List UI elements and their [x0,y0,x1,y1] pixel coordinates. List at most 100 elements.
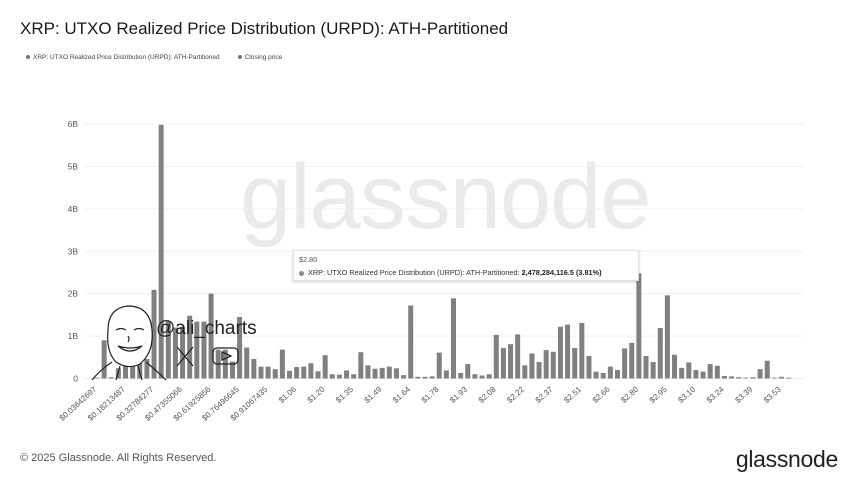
bar[interactable] [465,364,471,379]
bar[interactable] [172,327,178,379]
bar[interactable] [593,371,599,379]
bar[interactable] [736,377,742,379]
bar[interactable] [301,366,307,379]
bar[interactable] [351,374,357,379]
bar[interactable] [101,340,107,379]
bar[interactable] [294,367,300,379]
bar[interactable] [607,366,613,379]
bar[interactable] [222,349,228,379]
bar[interactable] [115,368,121,379]
bar[interactable] [664,295,670,379]
bar[interactable] [657,328,663,379]
bar[interactable] [408,305,414,379]
bar[interactable] [550,351,556,379]
bar[interactable] [151,289,157,379]
bar[interactable] [693,370,699,379]
bar[interactable] [672,354,678,379]
bar[interactable] [515,334,521,379]
bar[interactable] [393,368,399,379]
bar[interactable] [721,375,727,379]
bar[interactable] [622,348,628,379]
bar[interactable] [536,361,542,379]
bar[interactable] [472,374,478,379]
bar[interactable] [443,370,449,379]
bar[interactable] [130,310,136,379]
bar[interactable] [201,321,207,379]
bar[interactable] [94,377,100,379]
bar[interactable] [258,366,264,379]
bar[interactable] [272,369,278,379]
bar[interactable] [344,370,350,379]
bar[interactable] [415,376,421,379]
bar[interactable] [194,321,200,379]
bar[interactable] [165,321,171,379]
bar[interactable] [522,365,528,379]
bar[interactable] [158,124,164,379]
bar[interactable] [600,372,606,379]
bar[interactable] [764,360,770,379]
bar[interactable] [229,361,235,379]
bar[interactable] [743,377,749,379]
bar[interactable] [144,358,150,379]
bar[interactable] [322,355,328,379]
bar[interactable] [458,372,464,379]
bar[interactable] [700,371,706,379]
legend-item-urpd[interactable]: XRP: UTXO Realized Price Distribution (U… [26,54,220,61]
bar[interactable] [679,367,685,379]
bar[interactable] [707,364,713,379]
bar[interactable] [500,347,506,379]
bar[interactable] [572,347,578,379]
bar[interactable] [237,316,243,379]
bar[interactable] [329,374,335,379]
bar[interactable] [436,352,442,379]
bar[interactable] [479,375,485,379]
bar[interactable] [729,376,735,379]
bar[interactable] [386,366,392,379]
bar[interactable] [365,365,371,379]
legend-item-closing-price[interactable]: Closing price [237,54,282,61]
bar[interactable] [529,353,535,379]
bar[interactable] [650,361,656,379]
bar[interactable] [123,336,129,379]
bar[interactable] [586,356,592,379]
bar[interactable] [287,370,293,379]
y-tick-label: 3B [68,246,79,256]
bar[interactable] [557,326,563,379]
bar[interactable] [636,273,642,379]
bar[interactable] [429,376,435,379]
bar[interactable] [401,375,407,379]
bar[interactable] [714,365,720,379]
bar[interactable] [251,358,257,379]
bar[interactable] [372,368,378,379]
bar[interactable] [778,376,784,379]
bar[interactable] [422,376,428,379]
bar[interactable] [579,322,585,379]
bar[interactable] [493,334,499,379]
bar[interactable] [771,377,777,379]
bar[interactable] [750,377,756,379]
bar[interactable] [486,374,492,379]
bar[interactable] [336,374,342,379]
bar[interactable] [643,356,649,379]
bar[interactable] [108,377,114,379]
bar[interactable] [215,349,221,379]
bar[interactable] [358,352,364,379]
bar[interactable] [543,350,549,379]
bar[interactable] [614,370,620,379]
bar[interactable] [508,344,514,379]
bar[interactable] [629,342,635,379]
bar[interactable] [137,336,143,379]
bar[interactable] [686,362,692,379]
bar[interactable] [244,347,250,379]
bar[interactable] [379,367,385,379]
glassnode-logo[interactable]: glassnode [735,446,838,472]
bar[interactable] [208,293,214,379]
bar[interactable] [265,366,271,379]
bar[interactable] [451,298,456,379]
bar[interactable] [308,363,314,379]
bar[interactable] [786,377,792,379]
bar[interactable] [279,349,285,379]
bar[interactable] [565,324,571,379]
bar[interactable] [315,371,321,379]
bar[interactable] [757,369,763,379]
